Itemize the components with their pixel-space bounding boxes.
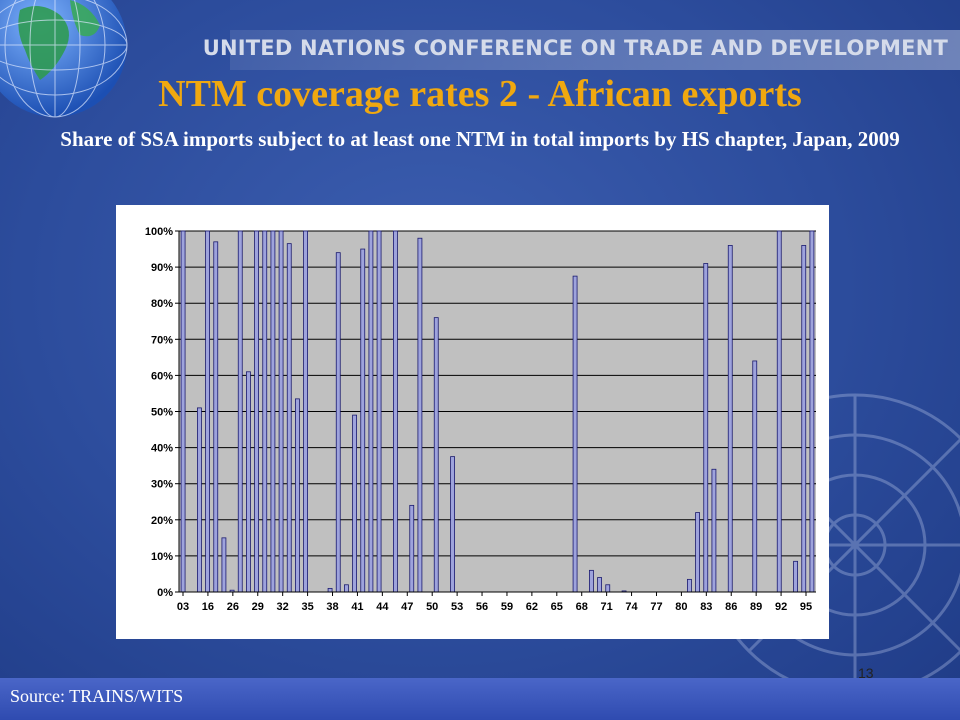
- bar: [752, 360, 758, 593]
- axes: [178, 231, 816, 593]
- bar: [433, 317, 439, 593]
- x-tick-label: 53: [451, 601, 463, 613]
- bar: [327, 587, 333, 593]
- x-tick-label: 92: [775, 601, 787, 613]
- y-tick-label: 60%: [151, 370, 173, 382]
- bar: [409, 504, 415, 593]
- x-tick-label: 32: [277, 601, 289, 613]
- bar: [801, 245, 807, 593]
- y-tick-label: 50%: [151, 407, 173, 419]
- y-tick-label: 80%: [151, 298, 173, 310]
- source-note: Source: TRAINS/WITS: [10, 686, 184, 706]
- bar: [376, 230, 382, 593]
- x-tick-label: 29: [252, 601, 264, 613]
- x-tick-labels: 03 16 26 29 32 35 38 41 44 47 50 53 56 59 62 65 68 71 74 77…: [177, 592, 812, 613]
- x-tick-label: 65: [551, 601, 563, 613]
- header-band: [230, 30, 960, 70]
- bar: [368, 230, 374, 593]
- bar: [221, 537, 227, 593]
- bar: [180, 230, 186, 593]
- x-tick-label: 83: [700, 601, 712, 613]
- bar: [303, 230, 308, 593]
- bar: [344, 584, 349, 593]
- bar: [727, 245, 733, 593]
- y-tick-label: 20%: [151, 515, 173, 527]
- x-tick-label: 59: [501, 601, 513, 613]
- x-tick-label: 80: [675, 601, 687, 613]
- bar: [597, 577, 602, 593]
- bar: [572, 275, 578, 593]
- bar: [589, 569, 594, 593]
- bar: [450, 456, 455, 593]
- organization-name: UNITED NATIONS CONFERENCE ON TRADE AND D…: [202, 36, 948, 60]
- chart-container: 0% 10% 20% 30% 40% 50% 60% 70% 80% 90% 100% 03 16 26…: [116, 205, 829, 639]
- x-tick-label: 03: [177, 601, 189, 613]
- bar: [197, 407, 202, 593]
- bar: [213, 241, 219, 593]
- bar: [360, 248, 366, 593]
- bar: [809, 230, 815, 593]
- bar: [687, 578, 692, 593]
- footer-bar: [0, 678, 960, 720]
- bar: [352, 414, 357, 593]
- bar: [711, 468, 717, 593]
- bar: [262, 230, 268, 593]
- y-tick-label: 90%: [151, 262, 173, 274]
- bar: [417, 237, 423, 593]
- bar: [605, 584, 611, 593]
- y-tick-label: 40%: [151, 443, 173, 455]
- bar: [278, 230, 284, 593]
- x-tick-label: 68: [576, 601, 588, 613]
- y-tick-label: 70%: [151, 334, 173, 346]
- x-tick-label: 41: [351, 601, 363, 613]
- bar: [254, 230, 259, 593]
- bar: [393, 230, 398, 593]
- x-tick-label: 86: [725, 601, 737, 613]
- page-number: 13: [858, 665, 874, 681]
- slide-subtitle: Share of SSA imports subject to at least…: [60, 127, 900, 151]
- slide-title: NTM coverage rates 2 - African exports: [158, 73, 802, 115]
- bar: [703, 263, 709, 593]
- bar: [237, 230, 243, 593]
- bar: [246, 371, 251, 593]
- bar-chart: 0% 10% 20% 30% 40% 50% 60% 70% 80% 90% 100% 03 16 26…: [145, 226, 816, 613]
- x-tick-label: 62: [526, 601, 538, 613]
- x-tick-label: 71: [601, 601, 613, 613]
- bar: [205, 230, 210, 593]
- y-tick-label: 10%: [151, 551, 173, 563]
- x-tick-label: 35: [301, 601, 313, 613]
- x-tick-label: 89: [750, 601, 762, 613]
- bar: [793, 560, 798, 593]
- bar: [270, 230, 276, 593]
- x-tick-label: 56: [476, 601, 488, 613]
- bar: [335, 252, 341, 593]
- y-tick-label: 0%: [157, 587, 173, 599]
- bar: [295, 398, 300, 593]
- bar: [695, 512, 700, 593]
- y-tick-label: 30%: [151, 479, 173, 491]
- bar: [776, 230, 782, 593]
- gridlines: [175, 230, 816, 593]
- x-tick-label: 26: [227, 601, 239, 613]
- y-tick-label: 100%: [145, 226, 173, 238]
- bars: [180, 230, 815, 593]
- x-tick-label: 77: [650, 601, 662, 613]
- x-tick-label: 16: [202, 601, 214, 613]
- x-tick-label: 95: [800, 601, 812, 613]
- x-tick-label: 50: [426, 601, 438, 613]
- y-tick-labels: 0% 10% 20% 30% 40% 50% 60% 70% 80% 90% 100%: [145, 226, 173, 599]
- x-tick-label: 47: [401, 601, 413, 613]
- globe-logo: [0, 0, 128, 118]
- x-tick-label: 74: [625, 601, 638, 613]
- x-tick-label: 44: [376, 601, 389, 613]
- x-tick-label: 38: [326, 601, 338, 613]
- bar: [286, 243, 292, 593]
